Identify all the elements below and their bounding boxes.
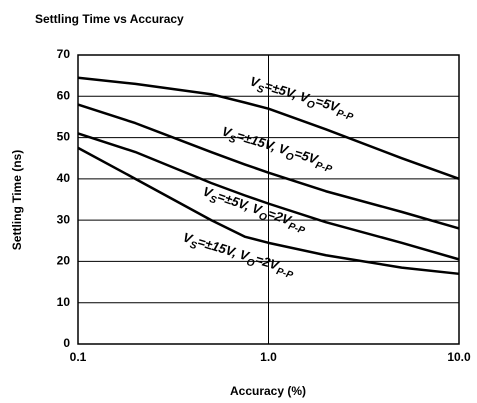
series-label: VS=±15V, VO=2VP-P: [180, 230, 296, 281]
label-text: =5V: [314, 94, 342, 116]
x-tick-label: 1.0: [260, 350, 277, 364]
subscript: P-P: [275, 266, 294, 281]
label-text: =2V: [253, 252, 281, 274]
y-axis-label: Settling Time (ns): [10, 150, 24, 250]
x-axis-label: Accuracy (%): [230, 384, 306, 398]
x-tick-label: 0.1: [70, 350, 87, 364]
y-tick-label: 60: [57, 88, 71, 102]
subscript: S: [188, 239, 198, 252]
y-tick-label: 20: [57, 254, 71, 268]
label-text: =±15V, V: [196, 234, 252, 264]
y-tick-label: 0: [63, 336, 70, 350]
subscript: O: [284, 151, 295, 164]
subscript: S: [255, 83, 265, 96]
y-tick-label: 10: [57, 295, 71, 309]
subscript: S: [208, 194, 218, 207]
chart-title: Settling Time vs Accuracy: [35, 12, 184, 26]
label-text: =±5V, V: [263, 78, 312, 106]
series-line: [77, 132, 460, 261]
series-label: VS=±5V, VO=5VP-P: [247, 74, 357, 123]
label-text: =±15V, V: [235, 128, 291, 158]
subscript: O: [257, 210, 268, 223]
y-tick-label: 40: [57, 171, 71, 185]
subscript: P-P: [335, 108, 354, 123]
y-tick-label: 70: [57, 47, 71, 61]
subscript: P-P: [314, 160, 333, 175]
series-line: [77, 146, 460, 276]
series-label: VS=±15V, VO=5VP-P: [219, 124, 335, 175]
series-line: [77, 103, 460, 230]
subscript: O: [305, 98, 316, 111]
y-tick-label: 50: [57, 130, 71, 144]
subscript: O: [245, 257, 256, 270]
series-line: [77, 76, 460, 181]
label-text: =5V: [292, 146, 320, 168]
subscript: P-P: [287, 221, 307, 237]
x-tick-label: 10.0: [447, 350, 471, 364]
subscript: S: [227, 133, 237, 146]
y-tick-label: 30: [57, 212, 71, 226]
plot-frame: [77, 54, 460, 345]
